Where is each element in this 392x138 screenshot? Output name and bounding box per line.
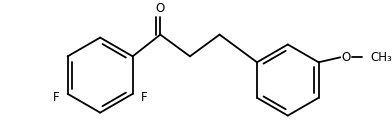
Text: F: F xyxy=(53,91,60,104)
Text: O: O xyxy=(341,51,351,64)
Text: O: O xyxy=(156,2,165,15)
Text: CH₃: CH₃ xyxy=(370,51,392,64)
Text: F: F xyxy=(141,91,147,104)
